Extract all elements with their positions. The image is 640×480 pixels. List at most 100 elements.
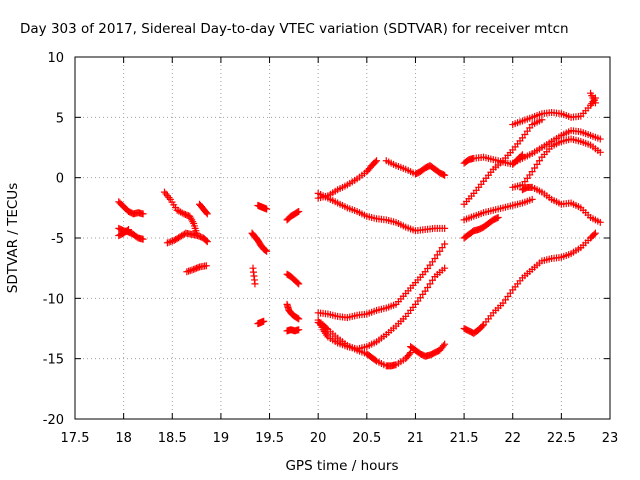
y-tick-label: -10 — [43, 292, 64, 307]
data-point — [263, 205, 271, 213]
series-arc-22e — [587, 89, 599, 107]
data-point — [261, 246, 269, 254]
data-point — [441, 224, 449, 232]
data-point — [433, 251, 441, 259]
x-tick-label: 18 — [115, 431, 132, 446]
data-point — [441, 240, 449, 248]
series-arc-19.7c — [283, 300, 303, 323]
data-point — [439, 171, 447, 179]
y-axis-label: SDTVAR / TECUs — [5, 183, 21, 293]
series-arc-18.5c — [196, 200, 211, 218]
x-tick-label: 19 — [213, 431, 230, 446]
y-tick-label: -15 — [43, 353, 64, 368]
data-point — [194, 264, 202, 272]
axis-ticks: 17.5 18 18.5 19 19.5 20 20.5 21 21.5 22 22.5 23 10 5 0… — [43, 51, 619, 446]
data-point — [535, 157, 543, 165]
data-point — [591, 229, 599, 237]
data-point — [441, 171, 449, 179]
x-tick-label: 20 — [310, 431, 327, 446]
x-axis-label: GPS time / hours — [285, 458, 398, 474]
x-tick-label: 19.5 — [255, 431, 284, 446]
series-arc-18.5b — [163, 229, 211, 247]
series-arc-19.4d — [254, 317, 268, 328]
x-tick-label: 17.5 — [61, 431, 90, 446]
x-tick-label: 20.5 — [352, 431, 381, 446]
data-point — [533, 160, 541, 168]
data-point — [431, 255, 439, 263]
data-point — [186, 267, 194, 275]
data-point — [528, 195, 536, 203]
series-arc-18a — [115, 198, 147, 218]
series-arc-18c — [115, 226, 132, 240]
grid-lines — [75, 57, 610, 419]
x-tick-label: 22 — [504, 431, 521, 446]
data-point — [185, 267, 193, 275]
series-arc-19.7d — [283, 326, 303, 335]
data-point — [295, 280, 303, 288]
series-arc-20c — [314, 189, 449, 235]
data-point — [202, 209, 210, 217]
data-point — [528, 168, 536, 176]
y-tick-label: -20 — [43, 413, 64, 428]
data-point — [531, 164, 539, 172]
series-arc-22a — [509, 94, 599, 129]
series-arc-22d — [518, 183, 604, 226]
data-point — [596, 218, 604, 226]
data-point — [188, 266, 196, 274]
data-point — [405, 350, 413, 358]
data-point — [165, 238, 173, 246]
data-point — [590, 230, 598, 238]
y-tick-label: -5 — [51, 232, 64, 247]
data-point — [596, 148, 604, 156]
data-point — [203, 238, 211, 246]
data-point — [538, 116, 546, 124]
data-point — [263, 247, 271, 255]
data-point — [123, 226, 131, 234]
data-point — [167, 238, 175, 246]
series-arc-19.4b — [248, 229, 271, 255]
data-point — [202, 237, 210, 245]
x-tick-label: 22.5 — [547, 431, 576, 446]
data-point — [178, 209, 186, 217]
data-point — [424, 283, 432, 291]
data-point — [203, 210, 211, 218]
data-point — [373, 157, 381, 165]
data-point — [428, 276, 436, 284]
data-point — [163, 239, 171, 247]
data-points — [115, 89, 604, 370]
series-arc-20g — [407, 340, 449, 360]
data-point — [295, 207, 303, 215]
data-point — [139, 235, 147, 243]
series-arc-18.5d — [183, 262, 210, 276]
x-tick-label: 18.5 — [158, 431, 187, 446]
x-tick-label: 21.5 — [450, 431, 479, 446]
series-arc-20d — [314, 240, 449, 322]
data-point — [596, 135, 604, 143]
data-point — [295, 326, 303, 334]
x-tick-label: 21 — [407, 431, 424, 446]
data-point — [494, 213, 502, 221]
data-point — [371, 158, 379, 166]
data-point — [251, 280, 259, 288]
data-point — [139, 210, 147, 218]
data-point — [294, 279, 302, 287]
data-point — [260, 317, 268, 325]
data-point — [438, 244, 446, 252]
series-arc-21.5e — [460, 213, 502, 242]
data-point — [371, 356, 379, 364]
data-point — [125, 226, 132, 234]
series-arc-18.5a — [160, 188, 201, 237]
series-arc-21.5c — [460, 116, 546, 208]
chart-title: Day 303 of 2017, Sidereal Day-to-day VTE… — [20, 21, 569, 37]
series-arc-20f — [314, 318, 415, 370]
series-arc-22b — [509, 127, 604, 167]
data-point — [436, 247, 444, 255]
data-point — [202, 262, 210, 270]
series-arc-19.7a — [283, 207, 303, 224]
data-point — [295, 315, 303, 323]
data-point — [441, 264, 449, 272]
y-tick-label: 0 — [56, 172, 64, 187]
series-arc-21.5b — [460, 151, 526, 168]
data-point — [323, 325, 331, 332]
series-arc-21.5d — [460, 195, 536, 224]
